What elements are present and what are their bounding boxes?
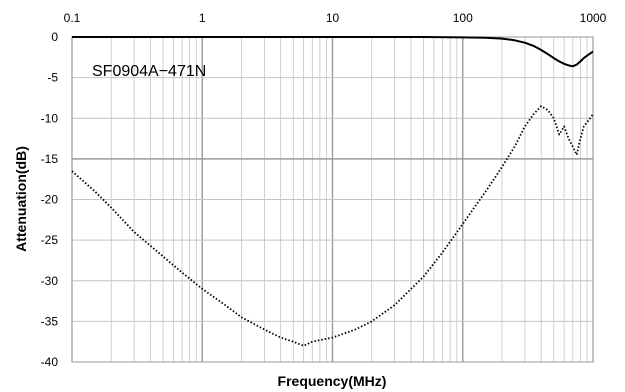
y-tick-label: -30 bbox=[41, 274, 59, 288]
x-tick-label: 10 bbox=[326, 11, 340, 25]
y-tick-label: -15 bbox=[41, 152, 59, 166]
y-tick-label: -10 bbox=[41, 111, 59, 125]
x-tick-label: 100 bbox=[453, 11, 473, 25]
x-tick-label: 1 bbox=[199, 11, 206, 25]
y-tick-label: 0 bbox=[51, 30, 58, 44]
y-tick-label: -20 bbox=[41, 193, 59, 207]
x-axis-title: Frequency(MHz) bbox=[278, 373, 387, 389]
x-tick-label: 0.1 bbox=[64, 11, 81, 25]
y-tick-label: -25 bbox=[41, 233, 59, 247]
y-tick-label: -40 bbox=[41, 355, 59, 369]
x-tick-label: 1000 bbox=[580, 11, 607, 25]
part-number-annotation: SF0904A−471N bbox=[92, 63, 206, 80]
y-tick-labels: 0 -5 -10 -15 -20 -25 -30 -35 -40 bbox=[41, 30, 59, 369]
y-tick-label: -35 bbox=[41, 314, 59, 328]
y-tick-label: -5 bbox=[47, 71, 58, 85]
y-axis-title: Attenuation(dB) bbox=[13, 146, 29, 252]
x-tick-labels: 0.1 1 10 100 1000 bbox=[64, 11, 607, 25]
